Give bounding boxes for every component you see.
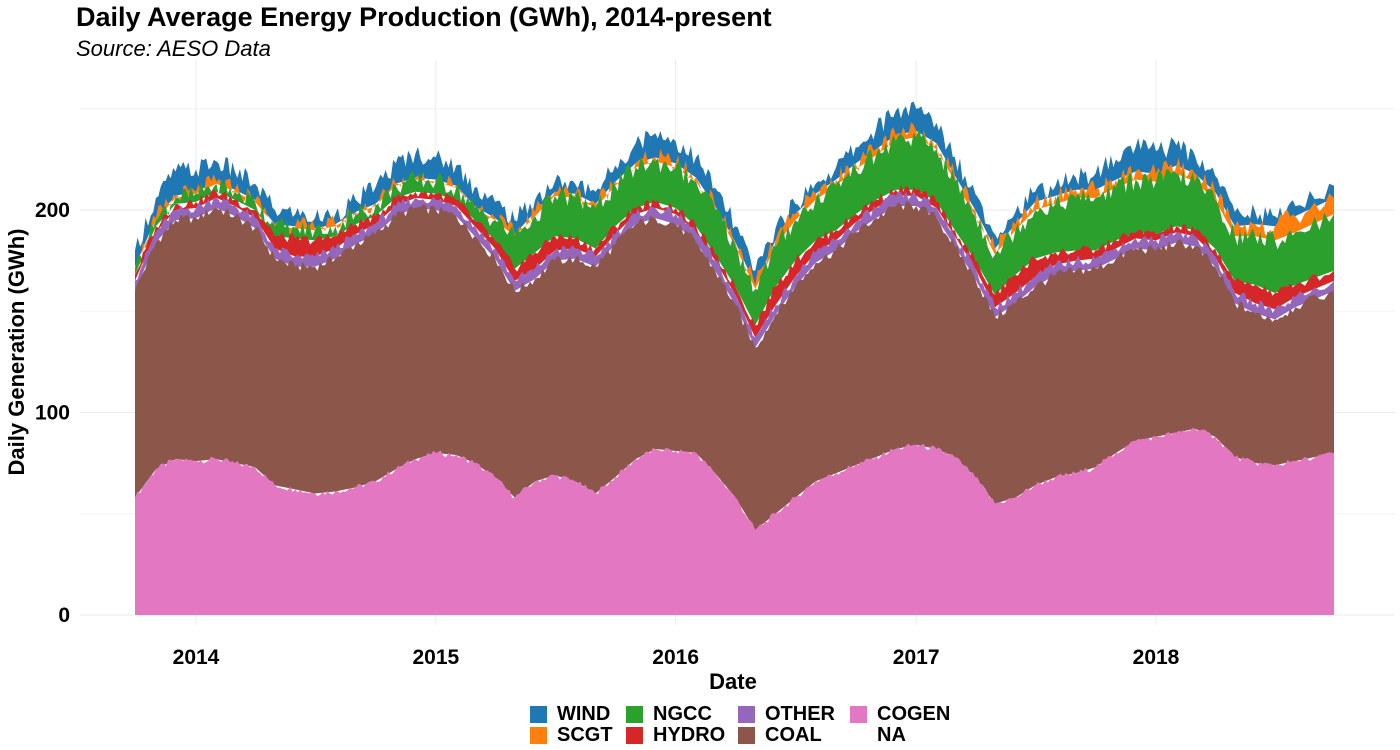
legend-swatch <box>738 727 755 744</box>
legend-label: OTHER <box>765 703 835 725</box>
x-tick-label: 2016 <box>652 646 699 669</box>
legend: WIND SCGT NGCC HYDRO OTHER COAL COGEN NA <box>530 703 960 746</box>
legend-label: NA <box>877 724 906 746</box>
chart-title: Daily Average Energy Production (GWh), 2… <box>76 2 772 32</box>
area-series-scgt <box>135 122 1334 289</box>
area-series-ngcc <box>135 129 1334 326</box>
y-tick-label: 100 <box>35 402 70 425</box>
y-axis-title: Daily Generation (GWh) <box>4 229 29 476</box>
legend-item-hydro: HYDRO <box>626 724 738 746</box>
legend-item-other: OTHER <box>738 703 850 725</box>
legend-item-scgt: SCGT <box>530 724 626 746</box>
axis-ticks: 0 100 200 2014 2015 2016 2017 2018 <box>35 199 1180 669</box>
legend-label: SCGT <box>557 724 613 746</box>
chart-subtitle: Source: AESO Data <box>76 36 271 61</box>
x-axis-title: Date <box>709 669 757 694</box>
x-tick-label: 2017 <box>893 646 940 669</box>
legend-swatch <box>530 706 547 723</box>
x-tick-label: 2018 <box>1133 646 1180 669</box>
legend-label: COAL <box>765 724 822 746</box>
x-tick-label: 2014 <box>173 646 220 669</box>
legend-item-cogen: COGEN <box>850 703 960 725</box>
legend-swatch <box>738 706 755 723</box>
legend-label: HYDRO <box>653 724 726 746</box>
legend-swatch <box>530 727 547 744</box>
area-series-cogen <box>135 427 1334 615</box>
legend-swatch <box>626 706 643 723</box>
legend-swatch <box>850 706 867 723</box>
legend-label: COGEN <box>877 703 951 725</box>
legend-swatch <box>626 727 643 744</box>
legend-swatch <box>850 727 867 744</box>
legend-item-wind: WIND <box>530 703 626 725</box>
area-series-coal <box>135 201 1334 530</box>
y-tick-label: 200 <box>35 199 70 222</box>
area-series-wind <box>135 101 1334 285</box>
legend-label: WIND <box>557 703 611 725</box>
stacked-areas <box>135 101 1334 615</box>
y-tick-label: 0 <box>58 604 70 627</box>
legend-item-na: NA <box>850 724 960 746</box>
legend-item-coal: COAL <box>738 724 850 746</box>
x-tick-label: 2015 <box>412 646 459 669</box>
legend-label: NGCC <box>653 703 712 725</box>
legend-item-ngcc: NGCC <box>626 703 738 725</box>
